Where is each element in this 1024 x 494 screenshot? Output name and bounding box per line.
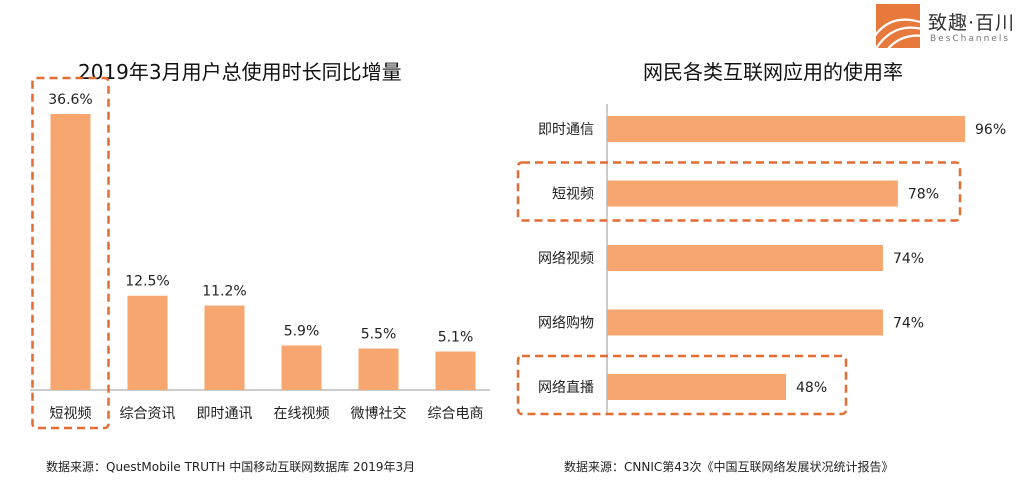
right-bar	[607, 309, 883, 336]
left-category-label: 综合电商	[428, 406, 484, 422]
left-chart-source: 数据来源：QuestMobile TRUTH 中国移动互联网数据库 2019年3…	[46, 460, 416, 474]
right-bar-value-label: 74%	[893, 251, 924, 267]
left-bar-value-label: 5.1%	[438, 330, 474, 346]
right-category-label: 短视频	[552, 187, 594, 203]
left-bar	[358, 348, 399, 390]
right-bar-value-label: 78%	[908, 187, 939, 203]
right-category-label: 网络视频	[538, 251, 594, 267]
left-category-label: 即时通讯	[197, 406, 253, 422]
left-bar-value-label: 11.2%	[202, 284, 246, 300]
right-category-label: 即时通信	[538, 122, 594, 138]
left-category-label: 短视频	[50, 406, 92, 422]
left-category-label: 在线视频	[274, 406, 330, 422]
left-bar-value-label: 12.5%	[125, 274, 169, 290]
left-bar-value-label: 5.9%	[284, 324, 320, 340]
right-bar-value-label: 74%	[893, 316, 924, 332]
right-bar	[607, 245, 883, 271]
right-bar-value-label: 96%	[975, 122, 1006, 138]
left-bar-value-label: 36.6%	[48, 92, 92, 108]
right-bar	[607, 374, 786, 400]
left-category-label: 综合资讯	[120, 406, 176, 422]
brand-name-en: BesChannels	[930, 34, 1011, 44]
right-bar	[607, 116, 965, 142]
left-bar-value-label: 5.5%	[361, 327, 397, 343]
left-bar	[435, 351, 476, 390]
brand-logo-icon	[876, 4, 920, 48]
left-bar	[127, 295, 168, 390]
brand-name-cn: 致趣·百川	[928, 12, 1016, 34]
left-highlight-box	[31, 76, 110, 430]
left-bar	[204, 305, 245, 390]
right-bar	[607, 180, 898, 207]
right-highlight-box	[516, 354, 848, 416]
left-bar	[281, 345, 322, 390]
left-category-label: 微博社交	[351, 405, 407, 422]
right-category-label: 网络购物	[538, 316, 594, 332]
left-bar	[50, 114, 91, 390]
right-bar-value-label: 48%	[796, 380, 827, 396]
brand-logo: 致趣·百川 BesChannels	[876, 4, 1022, 50]
right-category-label: 网络直播	[538, 379, 594, 396]
right-chart-source: 数据来源：CNNIC第43次《中国互联网络发展状况统计报告》	[564, 460, 894, 474]
left-chart-title: 2019年3月用户总使用时长同比增量	[78, 60, 402, 84]
right-chart-title: 网民各类互联网应用的使用率	[643, 60, 903, 84]
